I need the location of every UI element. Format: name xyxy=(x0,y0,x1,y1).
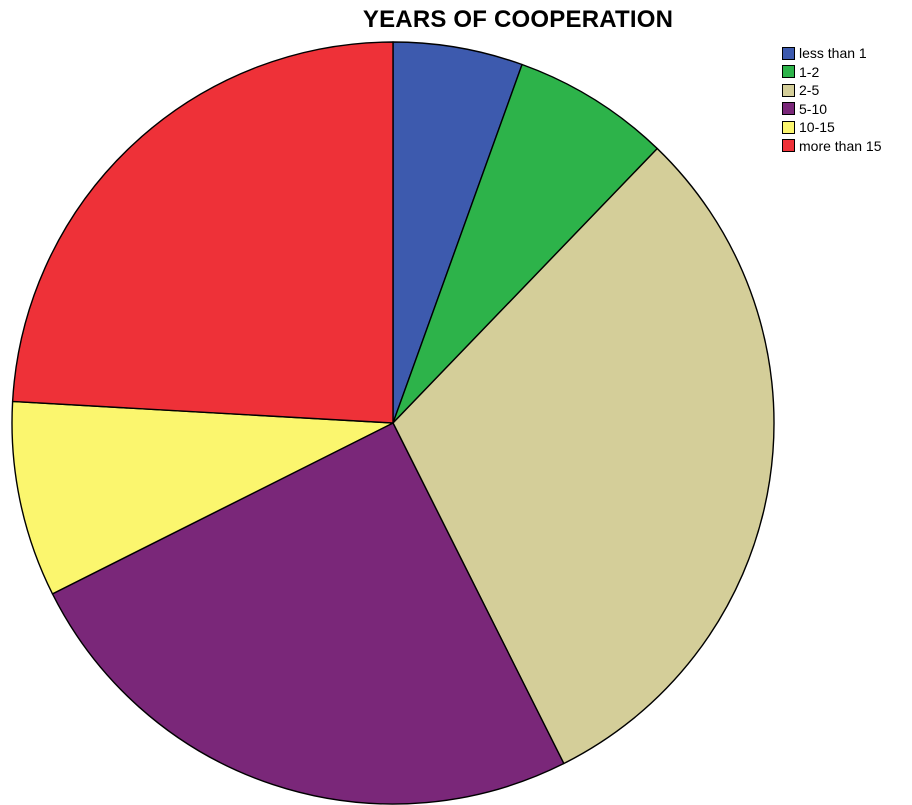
legend-item-1-2: 1-2 xyxy=(782,63,882,82)
pie-slice-5-10 xyxy=(51,422,565,805)
legend-label-2-5: 2-5 xyxy=(799,82,820,99)
pie-slice-2-5 xyxy=(392,147,775,765)
legend-label-10-15: 10-15 xyxy=(799,119,835,136)
legend-item-5-10: 5-10 xyxy=(782,100,882,119)
pie-slice-1-2 xyxy=(392,63,658,424)
legend-item-10-15: 10-15 xyxy=(782,118,882,137)
legend-label-1-2: 1-2 xyxy=(799,63,820,80)
legend-label-less-than-1: less than 1 xyxy=(799,45,867,62)
pie-slice-more-than-15 xyxy=(11,41,394,424)
legend-swatch-2-5 xyxy=(782,83,795,97)
legend-item-2-5: 2-5 xyxy=(782,81,882,100)
legend-swatch-more-than-15 xyxy=(782,139,795,153)
legend-swatch-5-10 xyxy=(782,102,795,116)
pie-slice-less-than-1 xyxy=(392,41,523,424)
legend-swatch-10-15 xyxy=(782,120,795,134)
legend-label-more-than-15: more than 15 xyxy=(799,137,882,154)
legend-label-5-10: 5-10 xyxy=(799,100,828,117)
legend: less than 1 1-2 2-5 5-10 10-15 more than 15 xyxy=(782,44,882,155)
legend-item-less-than-1: less than 1 xyxy=(782,44,882,63)
legend-swatch-1-2 xyxy=(782,65,795,79)
legend-item-more-than-15: more than 15 xyxy=(782,137,882,156)
pie-slice-10-15 xyxy=(11,400,394,595)
legend-swatch-less-than-1 xyxy=(782,46,795,60)
chart-title: YEARS OF COOPERATION xyxy=(362,6,674,33)
